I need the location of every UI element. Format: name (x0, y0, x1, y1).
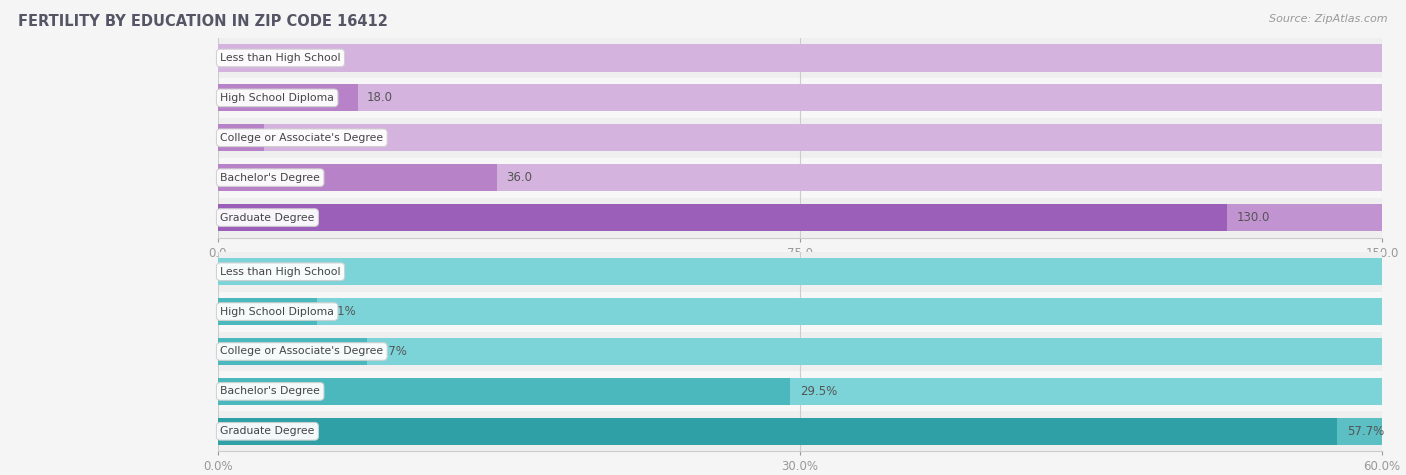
Text: 5.1%: 5.1% (326, 305, 356, 318)
Bar (218, 124, 1382, 152)
Bar (218, 204, 1382, 231)
Text: 0.0%: 0.0% (228, 265, 257, 278)
Text: College or Associate's Degree: College or Associate's Degree (221, 133, 384, 143)
Bar (218, 44, 1382, 72)
Bar (218, 78, 1382, 118)
Text: Less than High School: Less than High School (221, 266, 340, 277)
Bar (218, 84, 357, 112)
Text: 7.7%: 7.7% (377, 345, 406, 358)
Bar (218, 418, 1337, 445)
Text: Graduate Degree: Graduate Degree (221, 426, 315, 437)
Text: 130.0: 130.0 (1236, 211, 1270, 224)
Text: High School Diploma: High School Diploma (221, 306, 335, 317)
Text: 29.5%: 29.5% (800, 385, 837, 398)
Bar (218, 378, 790, 405)
Text: College or Associate's Degree: College or Associate's Degree (221, 346, 384, 357)
Text: FERTILITY BY EDUCATION IN ZIP CODE 16412: FERTILITY BY EDUCATION IN ZIP CODE 16412 (18, 14, 388, 29)
Text: Less than High School: Less than High School (221, 53, 340, 63)
Bar (218, 332, 1382, 371)
Text: Bachelor's Degree: Bachelor's Degree (221, 386, 321, 397)
Bar (218, 38, 1382, 78)
Bar (218, 411, 1382, 451)
Bar (218, 298, 1382, 325)
Bar (218, 252, 1382, 292)
Text: 18.0: 18.0 (367, 91, 392, 104)
Text: 6.0: 6.0 (274, 131, 292, 144)
Text: Source: ZipAtlas.com: Source: ZipAtlas.com (1270, 14, 1388, 24)
Text: Graduate Degree: Graduate Degree (221, 212, 315, 223)
Bar (218, 292, 1382, 332)
Bar (218, 118, 1382, 158)
Text: 0.0: 0.0 (228, 51, 246, 65)
Bar (218, 198, 1382, 238)
Bar (218, 298, 316, 325)
Bar (218, 164, 1382, 191)
Bar (218, 258, 1382, 285)
Bar (218, 371, 1382, 411)
Text: 57.7%: 57.7% (1347, 425, 1384, 438)
Bar (218, 124, 264, 152)
Bar (218, 338, 1382, 365)
Bar (218, 204, 1227, 231)
Text: Bachelor's Degree: Bachelor's Degree (221, 172, 321, 183)
Bar (218, 378, 1382, 405)
Bar (218, 84, 1382, 112)
Text: High School Diploma: High School Diploma (221, 93, 335, 103)
Bar (218, 164, 498, 191)
Bar (218, 158, 1382, 198)
Text: 36.0: 36.0 (506, 171, 533, 184)
Bar (218, 418, 1382, 445)
Bar (218, 338, 367, 365)
